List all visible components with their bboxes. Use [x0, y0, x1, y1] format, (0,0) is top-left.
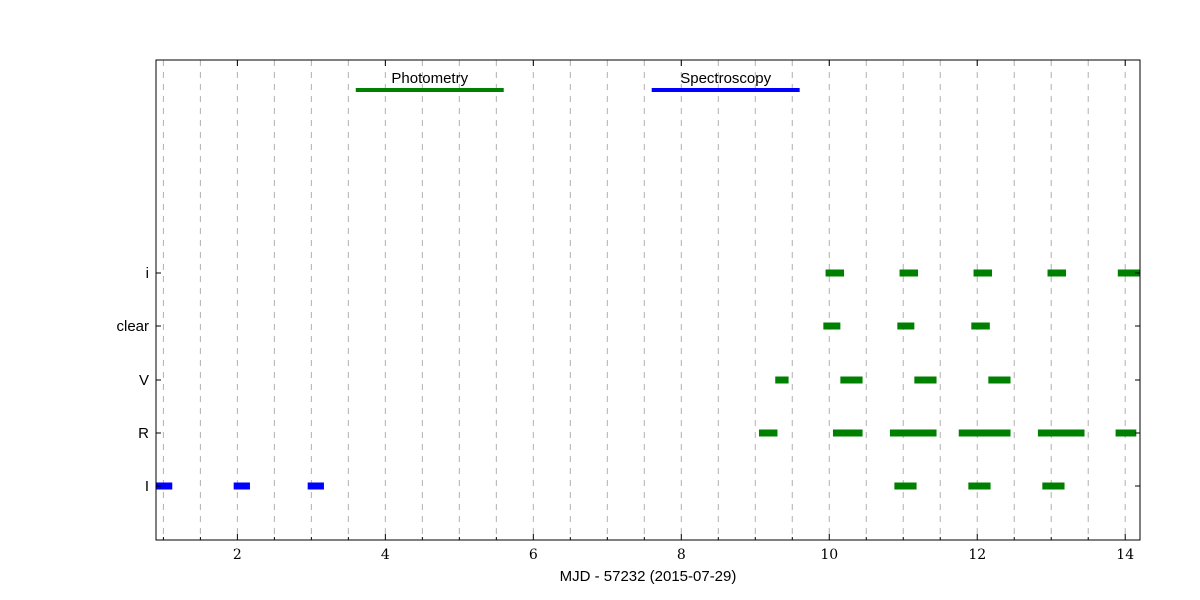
observation-bar	[973, 269, 993, 277]
observation-bar	[889, 429, 937, 437]
observation-bar	[988, 376, 1011, 384]
observation-bar	[307, 482, 324, 490]
y-category-label: clear	[116, 318, 149, 335]
observation-bar	[832, 429, 863, 437]
legend-line	[651, 88, 800, 92]
observation-bar	[971, 322, 990, 330]
x-tick-label: 6	[529, 547, 538, 563]
x-tick-label: 2	[233, 547, 242, 563]
observation-bar	[1117, 269, 1140, 277]
x-axis-title: MJD - 57232 (2015-07-29)	[560, 568, 737, 585]
legend-layer: Photometry Spectroscopy	[355, 70, 800, 92]
plot-frame	[155, 59, 1141, 541]
bars-layer	[156, 269, 1140, 490]
observation-bar	[775, 376, 789, 384]
observation-bar	[758, 429, 778, 437]
grid-layer	[162, 60, 1126, 540]
x-tick-label: 4	[381, 547, 390, 563]
observation-bar	[958, 429, 1011, 437]
x-tick-label: 14	[1116, 547, 1134, 563]
y-category-label: V	[139, 372, 149, 389]
observation-bar	[840, 376, 863, 384]
legend-label: Spectroscopy	[680, 70, 771, 87]
observation-bar	[914, 376, 937, 384]
y-category-label: R	[138, 425, 149, 442]
observation-bar	[156, 482, 173, 490]
x-tick-label: 12	[968, 547, 986, 563]
legend-line	[355, 88, 504, 92]
observation-bar	[1037, 429, 1085, 437]
x-tick-label: 8	[677, 547, 686, 563]
observation-bar	[897, 322, 915, 330]
x-tick-label: 10	[820, 547, 838, 563]
ticks-layer: 2 4 6 8 10 12 14 i clear V R I	[116, 60, 1140, 563]
legend-label: Photometry	[391, 70, 468, 87]
y-category-label: i	[146, 265, 149, 282]
observation-bar	[894, 482, 917, 490]
observation-bar	[1042, 482, 1065, 490]
observation-bar	[968, 482, 991, 490]
y-category-label: I	[145, 478, 149, 495]
observation-bar	[1047, 269, 1067, 277]
observation-bar	[899, 269, 919, 277]
observation-bar	[825, 269, 845, 277]
observation-bar	[233, 482, 250, 490]
observation-bar	[823, 322, 841, 330]
observation-bar	[1115, 429, 1137, 437]
